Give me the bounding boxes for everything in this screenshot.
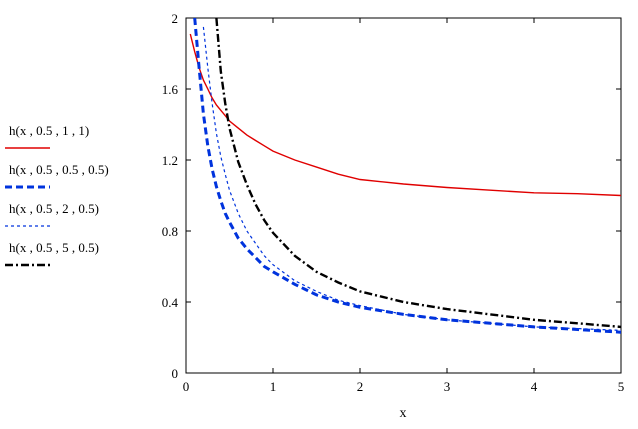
y-tick-label: 0 <box>172 366 179 381</box>
legend-label: h(x , 0.5 , 2 , 0.5) <box>9 201 99 216</box>
legend-label: h(x , 0.5 , 0.5 , 0.5) <box>9 162 109 177</box>
x-tick-label: 0 <box>183 379 190 394</box>
x-tick-label: 4 <box>531 379 538 394</box>
x-tick-label: 5 <box>618 379 625 394</box>
legend: h(x , 0.5 , 1 , 1) h(x , 0.5 , 0.5 , 0.5)… <box>5 123 109 267</box>
x-tick-label: 1 <box>270 379 277 394</box>
series-line-1 <box>189 33 621 197</box>
series-line-3 <box>202 26 621 331</box>
x-axis-label: x <box>400 406 407 421</box>
x-tick-label: 2 <box>357 379 364 394</box>
y-tick-label: 1.2 <box>162 153 178 168</box>
legend-label: h(x , 0.5 , 5 , 0.5) <box>9 240 99 255</box>
x-tick-label: 3 <box>444 379 451 394</box>
x-axis-ticks: 0 1 2 3 4 5 <box>183 18 625 394</box>
y-tick-label: 0.8 <box>162 224 178 239</box>
series-line-2 <box>193 18 621 334</box>
legend-label: h(x , 0.5 , 1 , 1) <box>9 123 89 138</box>
y-tick-label: 0.4 <box>162 295 179 310</box>
series-lines <box>189 18 621 334</box>
y-tick-label: 1.6 <box>162 82 179 97</box>
y-axis-ticks: 0 0.4 0.8 1.2 1.6 2 <box>162 11 621 381</box>
series-line-4 <box>215 18 621 329</box>
y-tick-label: 2 <box>172 11 179 26</box>
